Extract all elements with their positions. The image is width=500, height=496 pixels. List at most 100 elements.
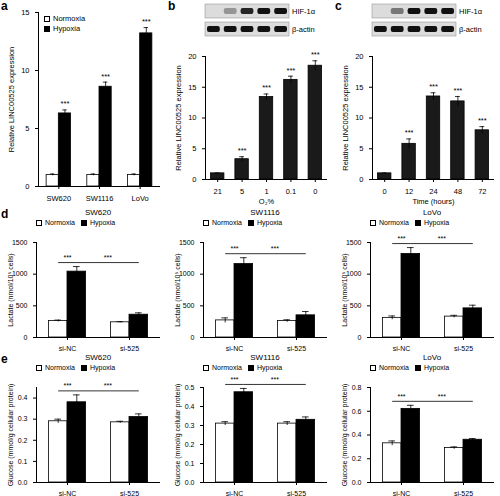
svg-text:0.1: 0.1 (185, 460, 195, 467)
svg-text:0: 0 (192, 175, 196, 184)
svg-text:***: *** (63, 254, 71, 261)
svg-text:***: *** (454, 86, 463, 95)
svg-text:Relative LINC00525 expression: Relative LINC00525 expression (341, 65, 350, 170)
svg-text:si-NC: si-NC (393, 490, 411, 496)
svg-text:5: 5 (192, 144, 196, 153)
svg-text:si-NC: si-NC (59, 490, 77, 496)
svg-text:0.2: 0.2 (185, 441, 195, 448)
svg-text:0.2: 0.2 (18, 437, 28, 444)
svg-text:5: 5 (240, 187, 244, 196)
svg-text:0.0: 0.0 (18, 479, 28, 486)
svg-text:0: 0 (191, 334, 195, 341)
svg-text:500: 500 (183, 302, 195, 309)
svg-text:15: 15 (355, 83, 363, 92)
svg-text:si-525: si-525 (120, 490, 139, 496)
svg-text:0.5: 0.5 (185, 384, 195, 391)
svg-text:15: 15 (188, 83, 196, 92)
svg-text:20: 20 (355, 52, 363, 61)
svg-text:0.2: 0.2 (352, 455, 362, 462)
svg-text:HIF-1α: HIF-1α (292, 7, 316, 16)
svg-text:si-NC: si-NC (226, 490, 244, 496)
svg-text:Glucose (mmol/g cellular prote: Glucose (mmol/g cellular protein) (341, 384, 349, 487)
svg-text:1500: 1500 (346, 239, 362, 246)
svg-text:0: 0 (383, 187, 387, 196)
svg-text:0.4: 0.4 (352, 431, 362, 438)
svg-text:***: *** (429, 82, 438, 91)
svg-text:***: *** (311, 50, 320, 59)
svg-text:LoVo: LoVo (132, 194, 149, 203)
svg-text:0: 0 (24, 334, 28, 341)
svg-text:10: 10 (355, 113, 363, 122)
svg-text:si-NC: si-NC (59, 345, 77, 352)
svg-text:***: *** (101, 72, 110, 81)
svg-text:1500: 1500 (12, 239, 28, 246)
svg-text:0.1: 0.1 (286, 187, 296, 196)
svg-text:***: *** (438, 235, 446, 242)
svg-text:***: *** (61, 99, 70, 108)
svg-text:0: 0 (358, 334, 362, 341)
svg-text:21: 21 (214, 187, 222, 196)
svg-text:10: 10 (21, 66, 29, 75)
svg-text:O₂%: O₂% (259, 197, 275, 206)
svg-text:***: *** (230, 245, 238, 252)
svg-text:SW620: SW620 (47, 194, 72, 203)
svg-text:Glucose (mmol/g cellular prote: Glucose (mmol/g cellular protein) (174, 384, 182, 487)
svg-text:***: *** (438, 393, 446, 400)
svg-text:12: 12 (405, 187, 413, 196)
svg-text:***: *** (63, 382, 71, 389)
svg-text:10: 10 (188, 113, 196, 122)
svg-text:0.3: 0.3 (18, 415, 28, 422)
svg-text:***: *** (405, 128, 414, 137)
svg-text:Lactate (nmol/10⁵ cells): Lactate (nmol/10⁵ cells) (174, 253, 182, 326)
svg-text:1500: 1500 (179, 239, 195, 246)
svg-text:***: *** (230, 376, 238, 383)
svg-text:0.3: 0.3 (185, 422, 195, 429)
svg-text:***: *** (478, 116, 487, 125)
svg-text:si-NC: si-NC (393, 345, 411, 352)
svg-text:500: 500 (16, 302, 28, 309)
svg-text:***: *** (271, 376, 279, 383)
svg-text:***: *** (287, 66, 296, 75)
svg-text:***: *** (104, 382, 112, 389)
svg-text:Glucose (mmol/g cellular prote: Glucose (mmol/g cellular protein) (7, 384, 15, 487)
svg-text:***: *** (397, 235, 405, 242)
svg-text:β-actin: β-actin (292, 25, 315, 34)
svg-text:0: 0 (25, 182, 29, 191)
svg-text:Time (hours): Time (hours) (412, 197, 455, 206)
svg-text:SW1116: SW1116 (86, 194, 114, 203)
svg-text:Relative LINC00525 expression: Relative LINC00525 expression (7, 47, 16, 152)
svg-text:0: 0 (359, 175, 363, 184)
svg-text:si-525: si-525 (287, 345, 306, 352)
svg-text:15: 15 (21, 8, 29, 17)
svg-text:si-525: si-525 (454, 345, 473, 352)
svg-text:0.1: 0.1 (18, 458, 28, 465)
svg-text:β-actin: β-actin (459, 25, 482, 34)
svg-text:24: 24 (429, 187, 437, 196)
svg-text:***: *** (238, 146, 247, 155)
svg-text:***: *** (104, 254, 112, 261)
svg-text:5: 5 (25, 124, 29, 133)
svg-text:si-525: si-525 (120, 345, 139, 352)
svg-text:0.4: 0.4 (185, 403, 195, 410)
svg-text:***: *** (142, 17, 151, 26)
svg-text:0.0: 0.0 (352, 479, 362, 486)
svg-text:si-NC: si-NC (226, 345, 244, 352)
svg-text:48: 48 (454, 187, 462, 196)
svg-text:si-525: si-525 (287, 490, 306, 496)
svg-text:0.8: 0.8 (352, 384, 362, 391)
svg-text:Lactate (nmol/10⁵ cells): Lactate (nmol/10⁵ cells) (7, 253, 15, 326)
svg-text:***: *** (397, 393, 405, 400)
svg-text:0.4: 0.4 (18, 394, 28, 401)
svg-text:500: 500 (350, 302, 362, 309)
svg-text:72: 72 (478, 187, 486, 196)
svg-text:5: 5 (359, 144, 363, 153)
svg-text:si-525: si-525 (454, 490, 473, 496)
svg-text:0.0: 0.0 (185, 479, 195, 486)
svg-text:Lactate (nmol/10⁵ cells): Lactate (nmol/10⁵ cells) (341, 253, 349, 326)
svg-text:0: 0 (313, 187, 317, 196)
svg-text:0.6: 0.6 (352, 407, 362, 414)
svg-text:20: 20 (188, 52, 196, 61)
svg-text:***: *** (262, 83, 271, 92)
svg-text:***: *** (271, 245, 279, 252)
svg-text:1: 1 (264, 187, 268, 196)
